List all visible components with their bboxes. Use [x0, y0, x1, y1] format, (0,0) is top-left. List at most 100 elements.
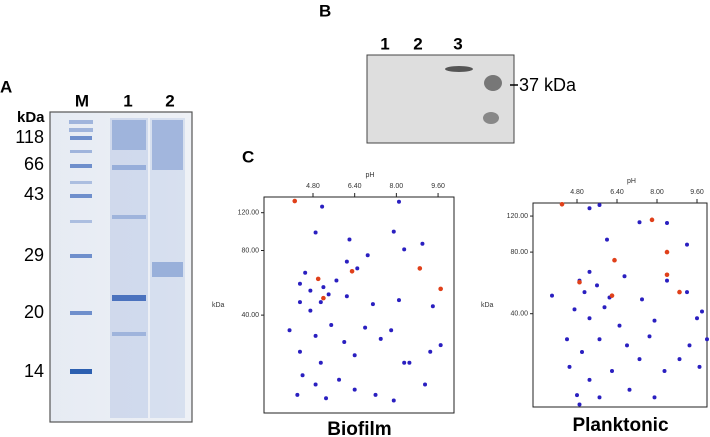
protein-spot [320, 204, 325, 209]
protein-spot [347, 237, 352, 242]
protein-spot [355, 266, 360, 271]
protein-spot [365, 253, 370, 258]
protein-spot [373, 392, 378, 397]
protein-spot [313, 382, 318, 387]
protein-spot [363, 325, 368, 330]
protein-spot [396, 199, 401, 204]
protein-spot [565, 337, 569, 342]
protein-spot [665, 220, 669, 225]
protein-spot [602, 305, 607, 310]
protein-spot [352, 387, 357, 392]
x-axis-label: pH [366, 172, 375, 179]
protein-spot [625, 343, 629, 348]
protein-spot [438, 286, 443, 292]
protein-spot [329, 322, 334, 327]
protein-spot [652, 318, 657, 323]
protein-spot [297, 300, 302, 305]
protein-spot [700, 309, 704, 314]
protein-spot [577, 279, 582, 285]
protein-spot [370, 302, 375, 307]
protein-spot [559, 201, 565, 207]
protein-spot [587, 316, 592, 321]
protein-spot [577, 402, 582, 407]
protein-spot [595, 283, 599, 288]
protein-spot [326, 292, 331, 297]
protein-spot [575, 393, 579, 398]
chart-title: Planktonic [572, 415, 669, 436]
protein-spot [396, 298, 401, 303]
protein-spot [597, 202, 602, 207]
protein-spot [664, 249, 670, 255]
protein-spot [318, 360, 323, 365]
protein-spot [378, 336, 383, 341]
protein-spot [352, 353, 357, 358]
marker-label: 14 [24, 361, 44, 381]
panel-label: C [242, 147, 254, 166]
protein-spot [610, 368, 614, 373]
y-tick-label: 40.00 [510, 311, 528, 318]
y-tick-label: 80.00 [241, 247, 259, 254]
x-tick-label: 4.80 [306, 183, 320, 190]
protein-spot [287, 328, 292, 333]
protein-spot [324, 396, 329, 401]
plot-frame [532, 202, 708, 408]
x-tick-label: 8.00 [390, 183, 404, 190]
protein-spot [420, 241, 425, 246]
protein-spot [438, 343, 443, 348]
protein-spot [318, 300, 323, 305]
protein-spot [389, 328, 394, 333]
marker-label: 43 [24, 184, 44, 204]
protein-spot [313, 230, 318, 235]
x-tick-label: 6.40 [348, 183, 362, 190]
lane-label: 3 [453, 34, 462, 53]
lane-label: M [75, 91, 89, 110]
protein-spot [587, 377, 592, 382]
x-tick-label: 9.60 [431, 183, 445, 190]
protein-spot [417, 266, 423, 271]
protein-spot [609, 293, 615, 298]
protein-spot [342, 339, 347, 344]
unit-label: kDa [17, 109, 45, 126]
protein-spot [295, 392, 300, 397]
protein-spot [303, 270, 308, 275]
protein-spot [705, 337, 709, 342]
y-axis-label: kDa [481, 302, 494, 309]
x-tick-label: 9.60 [690, 189, 704, 196]
protein-spot [297, 349, 302, 354]
protein-spot [649, 217, 655, 223]
marker-label: 66 [24, 154, 44, 174]
plot-frame [263, 196, 455, 414]
protein-spot [402, 360, 407, 365]
panel-label: A [0, 77, 12, 96]
protein-spot [572, 307, 577, 312]
protein-spot [587, 269, 592, 274]
protein-spot [334, 278, 339, 283]
protein-spot [664, 272, 670, 278]
protein-spot [550, 293, 554, 298]
x-tick-label: 4.80 [570, 189, 584, 196]
protein-spot [407, 360, 412, 365]
x-tick-label: 8.00 [650, 189, 664, 196]
protein-spot [697, 364, 702, 369]
protein-spot [349, 269, 355, 274]
protein-spot [567, 364, 572, 369]
y-tick-label: 120.00 [238, 210, 260, 217]
y-tick-label: 40.00 [241, 312, 259, 319]
protein-spot [313, 333, 318, 338]
protein-spot [344, 294, 349, 299]
protein-spot [617, 323, 622, 328]
y-tick-label: 120.00 [507, 213, 529, 220]
protein-spot [637, 357, 642, 362]
protein-spot [321, 285, 326, 290]
protein-spot [597, 395, 602, 400]
protein-spot [587, 206, 592, 211]
x-axis-label: pH [627, 178, 636, 185]
protein-spot [428, 349, 433, 354]
protein-spot [685, 290, 689, 295]
protein-spot [685, 242, 689, 247]
protein-spot [292, 198, 298, 204]
protein-spot [677, 289, 682, 295]
protein-spot [647, 334, 652, 339]
